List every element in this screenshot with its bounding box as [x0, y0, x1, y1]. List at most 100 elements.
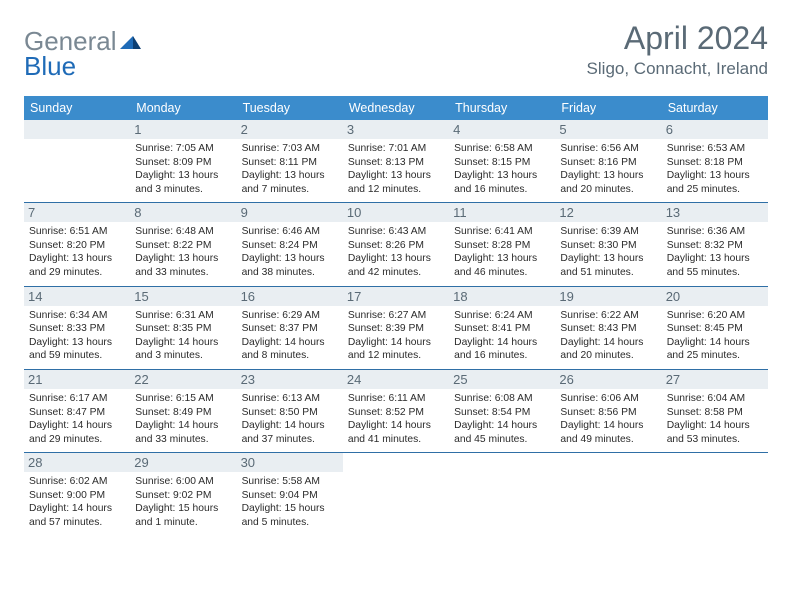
day-info: Sunrise: 5:58 AMSunset: 9:04 PMDaylight:… — [242, 475, 338, 529]
blank-cell — [343, 453, 449, 535]
day-info: Sunrise: 6:04 AMSunset: 8:58 PMDaylight:… — [667, 392, 763, 446]
day-number: 5 — [555, 120, 661, 139]
calendar-week: 1Sunrise: 7:05 AMSunset: 8:09 PMDaylight… — [24, 120, 768, 203]
day-info: Sunrise: 6:34 AMSunset: 8:33 PMDaylight:… — [29, 309, 125, 363]
day-cell: 17Sunrise: 6:27 AMSunset: 8:39 PMDayligh… — [343, 287, 449, 369]
day-number: 26 — [555, 370, 661, 389]
day-cell: 4Sunrise: 6:58 AMSunset: 8:15 PMDaylight… — [449, 120, 555, 202]
day-info: Sunrise: 6:31 AMSunset: 8:35 PMDaylight:… — [135, 309, 231, 363]
day-number-empty — [24, 120, 130, 139]
day-cell: 20 Sunrise: 6:20 AMSunset: 8:45 PMDayligh… — [662, 287, 768, 369]
day-number: 29 — [130, 453, 236, 472]
day-info: Sunrise: 6:22 AMSunset: 8:43 PMDaylight:… — [560, 309, 656, 363]
calendar-week: 28 Sunrise: 6:02 AMSunset: 9:00 PMDayligh… — [24, 453, 768, 535]
day-cell: 22 Sunrise: 6:15 AMSunset: 8:49 PMDayligh… — [130, 370, 236, 452]
day-cell: 30 Sunrise: 5:58 AMSunset: 9:04 PMDayligh… — [237, 453, 343, 535]
day-info: Sunrise: 6:27 AMSunset: 8:39 PMDaylight:… — [348, 309, 444, 363]
blank-cell — [449, 453, 555, 535]
day-cell: 21Sunrise: 6:17 AMSunset: 8:47 PMDayligh… — [24, 370, 130, 452]
day-cell: 2 Sunrise: 7:03 AMSunset: 8:11 PMDaylight… — [237, 120, 343, 202]
day-info: Sunrise: 6:20 AMSunset: 8:45 PMDaylight:… — [667, 309, 763, 363]
day-info: Sunrise: 7:01 AMSunset: 8:13 PMDaylight:… — [348, 142, 444, 196]
day-cell: 16 Sunrise: 6:29 AMSunset: 8:37 PMDayligh… — [237, 287, 343, 369]
day-info: Sunrise: 6:56 AMSunset: 8:16 PMDaylight:… — [560, 142, 656, 196]
month-title: April 2024 — [587, 20, 768, 57]
header: GeneralBlue April 2024 Sligo, Connacht, … — [24, 20, 768, 82]
day-number: 16 — [237, 287, 343, 306]
day-info: Sunrise: 6:43 AMSunset: 8:26 PMDaylight:… — [348, 225, 444, 279]
day-cell: 10Sunrise: 6:43 AMSunset: 8:26 PMDayligh… — [343, 203, 449, 285]
day-number: 20 — [662, 287, 768, 306]
day-cell: 19 Sunrise: 6:22 AMSunset: 8:43 PMDayligh… — [555, 287, 661, 369]
day-number: 2 — [237, 120, 343, 139]
day-number: 14 — [24, 287, 130, 306]
day-number: 23 — [237, 370, 343, 389]
day-number: 30 — [237, 453, 343, 472]
blank-cell — [555, 453, 661, 535]
day-number: 3 — [343, 120, 449, 139]
day-cell: 6 Sunrise: 6:53 AMSunset: 8:18 PMDaylight… — [662, 120, 768, 202]
day-number: 9 — [237, 203, 343, 222]
day-cell: 11 Sunrise: 6:41 AMSunset: 8:28 PMDayligh… — [449, 203, 555, 285]
day-number: 24 — [343, 370, 449, 389]
calendar-week: 7Sunrise: 6:51 AMSunset: 8:20 PMDaylight… — [24, 203, 768, 286]
day-cell: 29Sunrise: 6:00 AMSunset: 9:02 PMDayligh… — [130, 453, 236, 535]
calendar: SundayMondayTuesdayWednesdayThursdayFrid… — [24, 96, 768, 536]
dow-cell: Friday — [555, 96, 661, 120]
day-number: 18 — [449, 287, 555, 306]
day-info: Sunrise: 6:53 AMSunset: 8:18 PMDaylight:… — [667, 142, 763, 196]
day-cell: 23 Sunrise: 6:13 AMSunset: 8:50 PMDayligh… — [237, 370, 343, 452]
day-info: Sunrise: 6:48 AMSunset: 8:22 PMDaylight:… — [135, 225, 231, 279]
location-text: Sligo, Connacht, Ireland — [587, 59, 768, 79]
day-info: Sunrise: 6:24 AMSunset: 8:41 PMDaylight:… — [454, 309, 550, 363]
day-number: 19 — [555, 287, 661, 306]
day-number: 12 — [555, 203, 661, 222]
day-cell: 28 Sunrise: 6:02 AMSunset: 9:00 PMDayligh… — [24, 453, 130, 535]
day-cell: 7Sunrise: 6:51 AMSunset: 8:20 PMDaylight… — [24, 203, 130, 285]
dow-cell: Saturday — [662, 96, 768, 120]
day-info: Sunrise: 7:03 AMSunset: 8:11 PMDaylight:… — [242, 142, 338, 196]
day-cell: 18 Sunrise: 6:24 AMSunset: 8:41 PMDayligh… — [449, 287, 555, 369]
day-number: 25 — [449, 370, 555, 389]
day-info: Sunrise: 6:41 AMSunset: 8:28 PMDaylight:… — [454, 225, 550, 279]
calendar-week: 14 Sunrise: 6:34 AMSunset: 8:33 PMDayligh… — [24, 287, 768, 370]
day-info: Sunrise: 7:05 AMSunset: 8:09 PMDaylight:… — [135, 142, 231, 196]
day-number: 28 — [24, 453, 130, 472]
day-number: 22 — [130, 370, 236, 389]
day-number: 7 — [24, 203, 130, 222]
day-info: Sunrise: 6:06 AMSunset: 8:56 PMDaylight:… — [560, 392, 656, 446]
logo-mark-icon — [120, 26, 142, 57]
logo: GeneralBlue — [24, 20, 142, 82]
day-info: Sunrise: 6:08 AMSunset: 8:54 PMDaylight:… — [454, 392, 550, 446]
day-number: 13 — [662, 203, 768, 222]
dow-cell: Wednesday — [343, 96, 449, 120]
day-info: Sunrise: 6:36 AMSunset: 8:32 PMDaylight:… — [667, 225, 763, 279]
day-info: Sunrise: 6:15 AMSunset: 8:49 PMDaylight:… — [135, 392, 231, 446]
title-block: April 2024 Sligo, Connacht, Ireland — [587, 20, 768, 79]
day-cell: 27 Sunrise: 6:04 AMSunset: 8:58 PMDayligh… — [662, 370, 768, 452]
day-info: Sunrise: 6:46 AMSunset: 8:24 PMDaylight:… — [242, 225, 338, 279]
day-info: Sunrise: 6:17 AMSunset: 8:47 PMDaylight:… — [29, 392, 125, 446]
day-number: 15 — [130, 287, 236, 306]
day-info: Sunrise: 6:29 AMSunset: 8:37 PMDaylight:… — [242, 309, 338, 363]
day-number: 11 — [449, 203, 555, 222]
empty-day-cell — [24, 120, 130, 202]
day-cell: 25 Sunrise: 6:08 AMSunset: 8:54 PMDayligh… — [449, 370, 555, 452]
day-cell: 13 Sunrise: 6:36 AMSunset: 8:32 PMDayligh… — [662, 203, 768, 285]
day-info: Sunrise: 6:13 AMSunset: 8:50 PMDaylight:… — [242, 392, 338, 446]
day-info: Sunrise: 6:39 AMSunset: 8:30 PMDaylight:… — [560, 225, 656, 279]
day-info: Sunrise: 6:58 AMSunset: 8:15 PMDaylight:… — [454, 142, 550, 196]
day-cell: 26 Sunrise: 6:06 AMSunset: 8:56 PMDayligh… — [555, 370, 661, 452]
day-cell: 12 Sunrise: 6:39 AMSunset: 8:30 PMDayligh… — [555, 203, 661, 285]
dow-cell: Tuesday — [237, 96, 343, 120]
day-number: 6 — [662, 120, 768, 139]
dow-cell: Monday — [130, 96, 236, 120]
day-cell: 3 Sunrise: 7:01 AMSunset: 8:13 PMDaylight… — [343, 120, 449, 202]
day-number: 27 — [662, 370, 768, 389]
day-cell: 9 Sunrise: 6:46 AMSunset: 8:24 PMDaylight… — [237, 203, 343, 285]
day-cell: 15 Sunrise: 6:31 AMSunset: 8:35 PMDayligh… — [130, 287, 236, 369]
day-of-week-header: SundayMondayTuesdayWednesdayThursdayFrid… — [24, 96, 768, 120]
day-info: Sunrise: 6:02 AMSunset: 9:00 PMDaylight:… — [29, 475, 125, 529]
day-cell: 5 Sunrise: 6:56 AMSunset: 8:16 PMDaylight… — [555, 120, 661, 202]
calendar-week: 21Sunrise: 6:17 AMSunset: 8:47 PMDayligh… — [24, 370, 768, 453]
